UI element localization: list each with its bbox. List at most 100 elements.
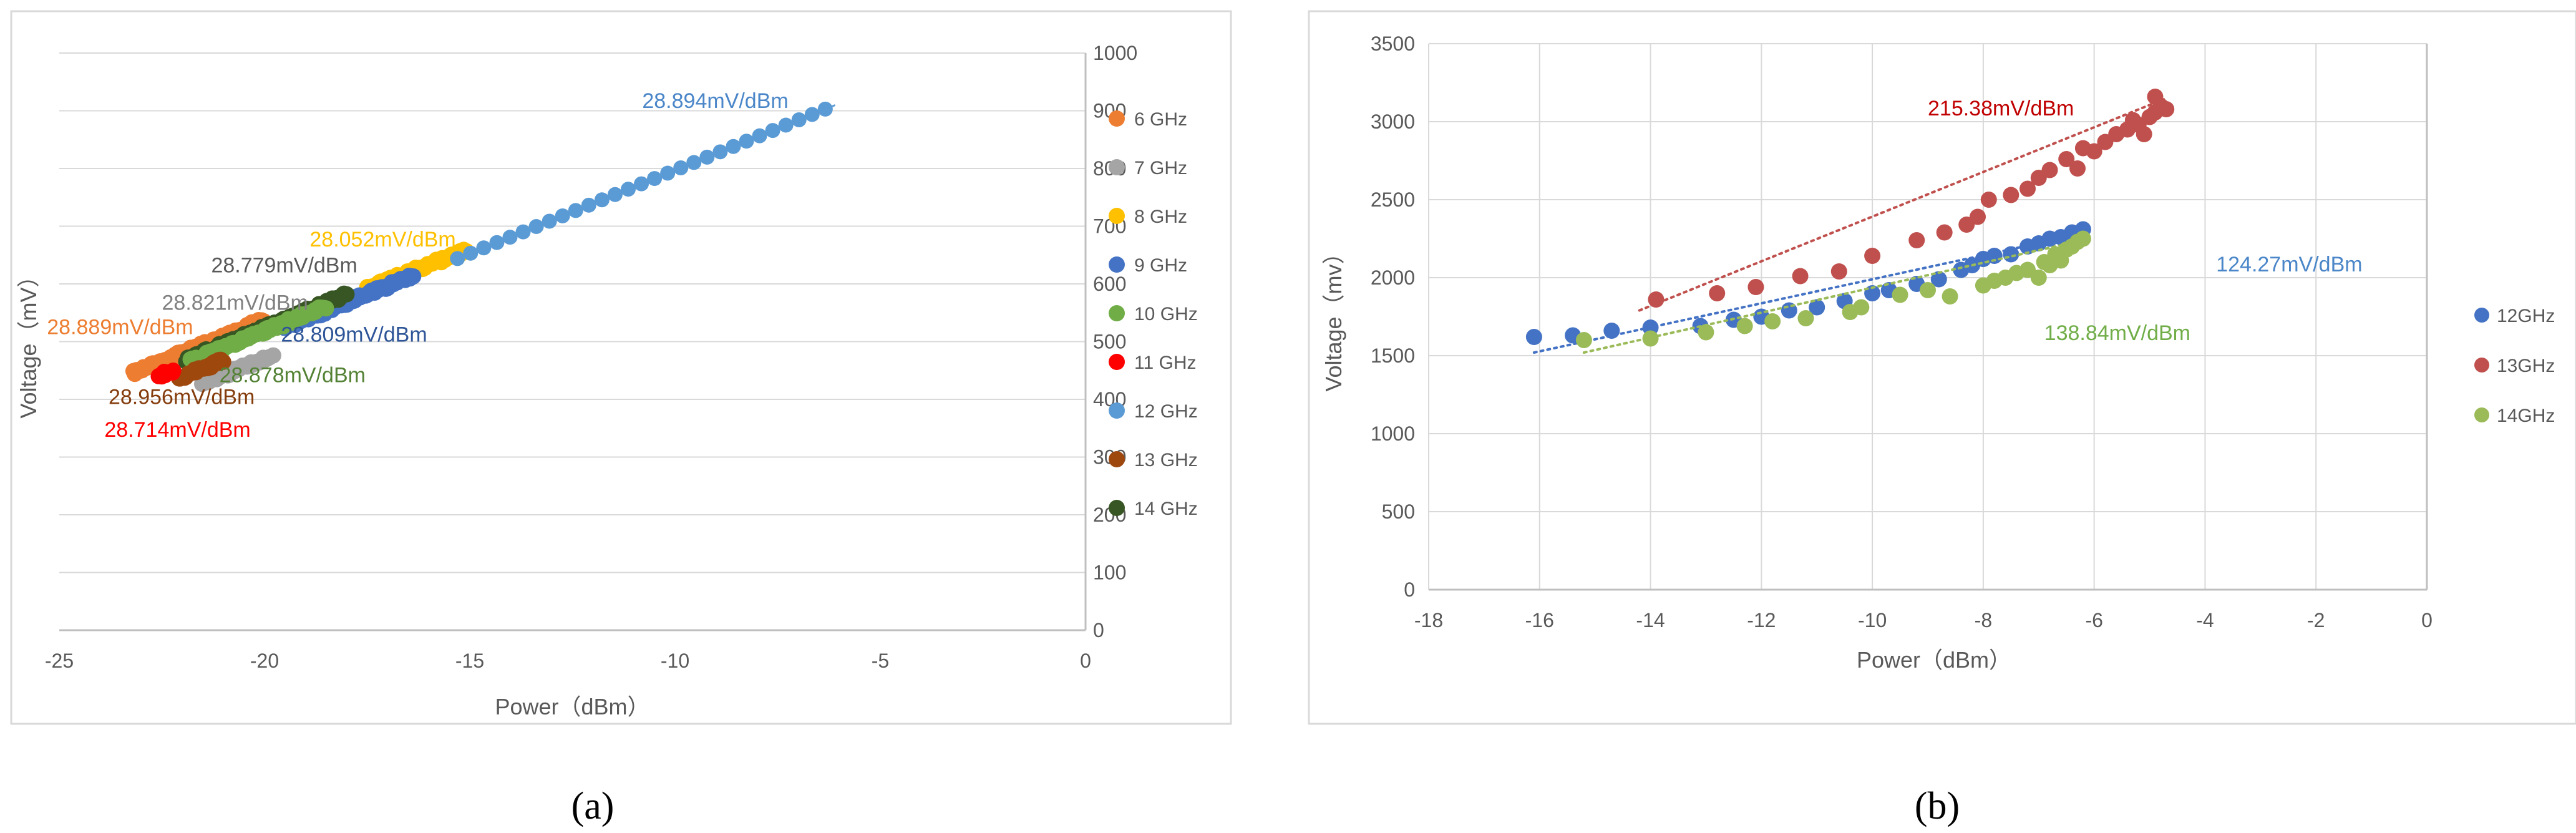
chart-b-point (1797, 310, 1814, 326)
chart-a-point (489, 235, 505, 250)
chart-a-point (318, 300, 334, 317)
chart-b-x-tick-label: -4 (2196, 609, 2214, 631)
chart-a-y-tick-label: 1000 (1093, 42, 1137, 64)
chart-b-point (1920, 282, 1936, 298)
chart-a-x-tick-label: -10 (661, 650, 689, 672)
chart-b-slope-label: 138.84mV/dBm (2044, 321, 2190, 345)
chart-b-point (2041, 162, 2058, 178)
chart-a-point (450, 251, 465, 266)
chart-b-legend: 12GHz 13GHz 14GHz (2474, 306, 2555, 426)
chart-a-series-11-GHz (150, 362, 182, 385)
chart-b-y-tick-label: 2500 (1371, 188, 1415, 211)
chart-a-legend-marker (1109, 402, 1125, 419)
chart-a-point (620, 182, 636, 197)
chart-b-y-tick-label: 3500 (1371, 32, 1415, 55)
chart-a-legend-marker (1109, 500, 1125, 516)
chart-a-point (476, 240, 492, 256)
chart-b-x-tick-label: -10 (1858, 609, 1887, 631)
chart-a-legend-marker (1109, 159, 1125, 175)
chart-a-point (752, 128, 767, 144)
chart-a-legend-label: 13 GHz (1134, 450, 1198, 470)
chart-b-point (1908, 232, 1925, 248)
chart-b-y-tick-label: 1500 (1371, 344, 1415, 367)
chart-a-point (215, 353, 231, 370)
chart-b-point (2158, 101, 2175, 117)
chart-a-point (607, 187, 623, 202)
chart-b-x-tick-label: -14 (1636, 609, 1665, 631)
chart-a-y-tick-label: 0 (1093, 619, 1104, 641)
chart-b-point (1642, 330, 1659, 347)
chart-b-point (2136, 126, 2152, 142)
chart-b-series-13GHz (1638, 89, 2175, 312)
chart-b-point (2058, 151, 2075, 167)
chart-a-point (634, 176, 649, 192)
chart-a-point (338, 286, 355, 303)
chart-b-x-axis-title: Power（dBm） (1857, 647, 2011, 673)
chart-a-y-tick-label: 100 (1093, 562, 1126, 584)
chart-a-point (647, 171, 663, 187)
chart-b-point (1747, 279, 1764, 295)
chart-a-x-tick-label: -20 (250, 650, 279, 672)
chart-a-point (660, 165, 676, 181)
chart-b-point (1809, 299, 1825, 316)
chart-b-point (1764, 313, 1781, 329)
chart-a-point (791, 112, 807, 128)
chart-a-y-axis-title: Voltage（mV） (16, 265, 41, 418)
panel-label-b: (b) (1915, 785, 1960, 827)
chart-b-point (1942, 288, 1958, 304)
chart-a-point (528, 219, 544, 235)
chart-b-x-tick-label: -2 (2307, 609, 2325, 631)
chart-b-series-14GHz (1575, 230, 2091, 354)
chart-a-series-12-GHz (450, 101, 836, 266)
chart-a-point (778, 117, 794, 133)
chart-b-point (1980, 192, 1997, 208)
chart-b-point (2003, 187, 2019, 203)
chart-a-legend: 6 GHz 7 GHz 8 GHz 9 GHz 10 GHz 11 GHz 12 GHz 13… (1109, 109, 1198, 519)
chart-a-legend-marker (1109, 354, 1125, 370)
chart-a-point (673, 160, 689, 175)
chart-a-legend-label: 8 GHz (1134, 207, 1187, 227)
chart-b-point (1792, 268, 1809, 285)
chart-b-y-tick-label: 1000 (1371, 422, 1415, 445)
chart-a-point (817, 101, 833, 117)
chart-a-legend-label: 12 GHz (1134, 401, 1198, 422)
chart-a-slope-label: 28.779mV/dBm (211, 254, 357, 278)
chart-b-legend-label: 14GHz (2497, 406, 2555, 426)
chart-a-slope-label: 28.052mV/dBm (309, 228, 455, 251)
chart-b-legend-marker (2474, 308, 2489, 323)
chart-b-slope-label: 124.27mV/dBm (2216, 253, 2362, 276)
chart-b-x-tick-label: -16 (1525, 609, 1554, 631)
chart-a-point (804, 107, 820, 122)
chart-b-point (1736, 318, 1753, 334)
chart-b: -18 -16 -14 -12 -10 -8 -6 -4 -2 0 0 500 1000 1500 2000… (1321, 32, 2555, 673)
chart-b-point (1892, 286, 1908, 303)
chart-a-slope-label: 28.894mV/dBm (642, 89, 788, 113)
chart-a-legend-label: 6 GHz (1134, 109, 1187, 130)
chart-a-annotations: 28.894mV/dBm 28.052mV/dBm 28.779mV/dBm 28.8… (47, 89, 788, 442)
chart-a-point (555, 208, 570, 223)
chart-a-point (739, 134, 754, 149)
chart-a-point (699, 149, 715, 165)
chart-a-x-tick-label: -5 (872, 650, 889, 672)
chart-a-slope-label: 28.714mV/dBm (104, 418, 250, 442)
chart-a-y-tick-label: 500 (1093, 331, 1126, 353)
chart-b-legend-marker (2474, 407, 2489, 422)
chart-b-legend-label: 12GHz (2497, 306, 2555, 326)
chart-b-y-axis-title: Voltage（mv） (1321, 241, 1346, 391)
chart-a-point (463, 245, 479, 261)
chart-a-gridlines (59, 52, 1086, 573)
chart-a-x-tick-label: -15 (455, 650, 484, 672)
chart-a-point (594, 192, 610, 208)
chart-a-slope-label: 28.878mV/dBm (220, 363, 366, 387)
chart-b-y-tick-label: 2000 (1371, 266, 1415, 289)
chart-b-trendline (1638, 97, 2168, 312)
chart-a-slope-label: 28.821mV/dBm (162, 291, 308, 315)
chart-a-x-axis-title: Power（dBm） (495, 694, 649, 719)
chart-a-point (726, 139, 741, 154)
chart-b-point (1575, 332, 1592, 348)
chart-b-point (1648, 291, 1665, 308)
chart-a-point (502, 230, 518, 245)
chart-b-point (1709, 285, 1726, 301)
chart-b-x-tick-label: -18 (1414, 609, 1443, 631)
